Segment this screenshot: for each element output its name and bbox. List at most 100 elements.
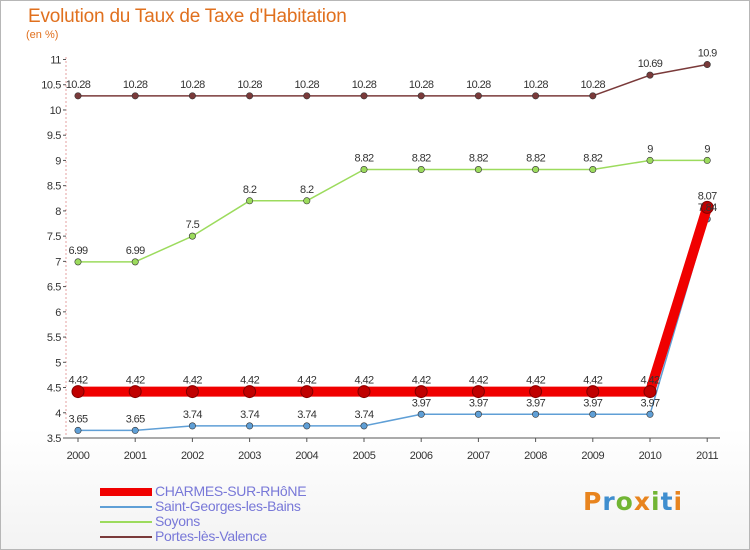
data-point	[414, 385, 428, 399]
data-point	[703, 156, 711, 164]
data-point	[532, 92, 540, 100]
legend-swatch	[100, 506, 152, 508]
data-point	[703, 61, 711, 69]
data-point	[131, 426, 139, 434]
x-tick-label: 2006	[410, 450, 433, 462]
data-point	[417, 92, 425, 100]
data-point	[74, 426, 82, 434]
data-label: 4.42	[126, 375, 145, 387]
data-label: 10.28	[123, 79, 148, 91]
series-line-2	[77, 159, 708, 263]
data-label: 10.28	[581, 79, 606, 91]
x-tick-label: 2005	[353, 450, 376, 462]
legend-label: Saint-Georges-les-Bains	[155, 498, 301, 514]
data-point	[474, 166, 482, 174]
data-point	[246, 92, 254, 100]
data-point	[589, 92, 597, 100]
data-label: 10.28	[409, 79, 434, 91]
data-label: 10.28	[352, 79, 377, 91]
legend-label: Soyons	[155, 513, 200, 529]
data-label: 10.69	[638, 58, 663, 70]
x-tick-label: 2000	[67, 450, 90, 462]
data-point	[74, 92, 82, 100]
data-label: 10.28	[237, 79, 262, 91]
data-label: 8.82	[412, 153, 431, 165]
y-tick-label: 6.5	[47, 282, 61, 294]
data-label: 3.65	[68, 413, 87, 425]
legend-swatch	[100, 536, 152, 538]
y-tick-label: 10.5	[41, 80, 61, 92]
data-label: 4.42	[412, 375, 431, 387]
data-label: 3.97	[526, 397, 545, 409]
y-tick-label: 6	[55, 307, 61, 319]
data-label: 6.99	[126, 245, 145, 257]
data-point	[188, 92, 196, 100]
data-point	[643, 385, 657, 399]
y-tick-label: 9	[55, 155, 61, 167]
data-point	[360, 166, 368, 174]
data-point	[474, 92, 482, 100]
data-point	[188, 232, 196, 240]
x-tick-label: 2004	[295, 450, 318, 462]
data-point	[700, 200, 714, 214]
data-point	[586, 385, 600, 399]
data-point	[131, 258, 139, 266]
data-label: 8.82	[526, 153, 545, 165]
y-tick-label: 8.5	[47, 181, 61, 193]
data-point	[188, 422, 196, 430]
x-tick-label: 2001	[124, 450, 147, 462]
data-label: 8.2	[300, 184, 314, 196]
x-tick-label: 2010	[639, 450, 662, 462]
data-point	[360, 92, 368, 100]
data-label: 4.42	[240, 375, 259, 387]
data-label: 10.28	[523, 79, 548, 91]
data-point	[589, 410, 597, 418]
data-point	[474, 410, 482, 418]
data-label: 3.74	[354, 409, 373, 421]
data-label: 10.9	[698, 48, 717, 60]
data-label: 7.5	[186, 219, 200, 231]
data-point	[529, 385, 543, 399]
series-layer	[71, 61, 714, 434]
data-label: 4.42	[526, 375, 545, 387]
data-point	[185, 385, 199, 399]
data-point	[646, 71, 654, 79]
y-tick-label: 4	[55, 408, 61, 420]
data-label: 3.74	[240, 409, 259, 421]
data-label: 10.28	[66, 79, 91, 91]
unit-label: (en %)	[26, 29, 59, 41]
data-point	[589, 166, 597, 174]
y-tick-label: 7	[55, 256, 61, 268]
legend-swatch	[100, 488, 152, 496]
x-tick-label: 2011	[696, 450, 718, 462]
data-point	[417, 410, 425, 418]
y-tick-label: 5.5	[47, 332, 61, 344]
data-labels: 4.42 4.42 4.42 4.42 4.42 4.42 4.42 4.42 4.42 4.42…	[66, 48, 718, 426]
data-label: 9	[704, 143, 710, 155]
legend-label: CHARMES-SUR-RHôNE	[155, 483, 307, 499]
data-point	[128, 385, 142, 399]
data-label: 8.82	[469, 153, 488, 165]
data-point	[532, 410, 540, 418]
x-tick-label: 2002	[181, 450, 204, 462]
data-label: 4.42	[68, 375, 87, 387]
data-label: 8.82	[583, 153, 602, 165]
data-label: 9	[647, 143, 653, 155]
x-tick-label: 2003	[238, 450, 261, 462]
data-label: 10.28	[466, 79, 491, 91]
data-point	[360, 422, 368, 430]
y-tick-label: 10	[50, 105, 62, 117]
data-label: 7.84	[698, 202, 717, 214]
data-label: 3.65	[126, 413, 145, 425]
axes: 3.5 4 4.5 5 5.5 6 6.5 7 7.5 8 8.5 9 9.5 10 10.5 11 2000 2…	[41, 55, 720, 462]
data-point	[646, 410, 654, 418]
data-point	[246, 197, 254, 205]
x-tick-label: 2007	[467, 450, 490, 462]
y-tick-label: 5	[55, 357, 61, 369]
data-label: 3.74	[297, 409, 316, 421]
data-label: 8.07	[698, 190, 717, 202]
data-point	[300, 385, 314, 399]
data-label: 3.97	[640, 397, 659, 409]
data-label: 3.97	[412, 397, 431, 409]
